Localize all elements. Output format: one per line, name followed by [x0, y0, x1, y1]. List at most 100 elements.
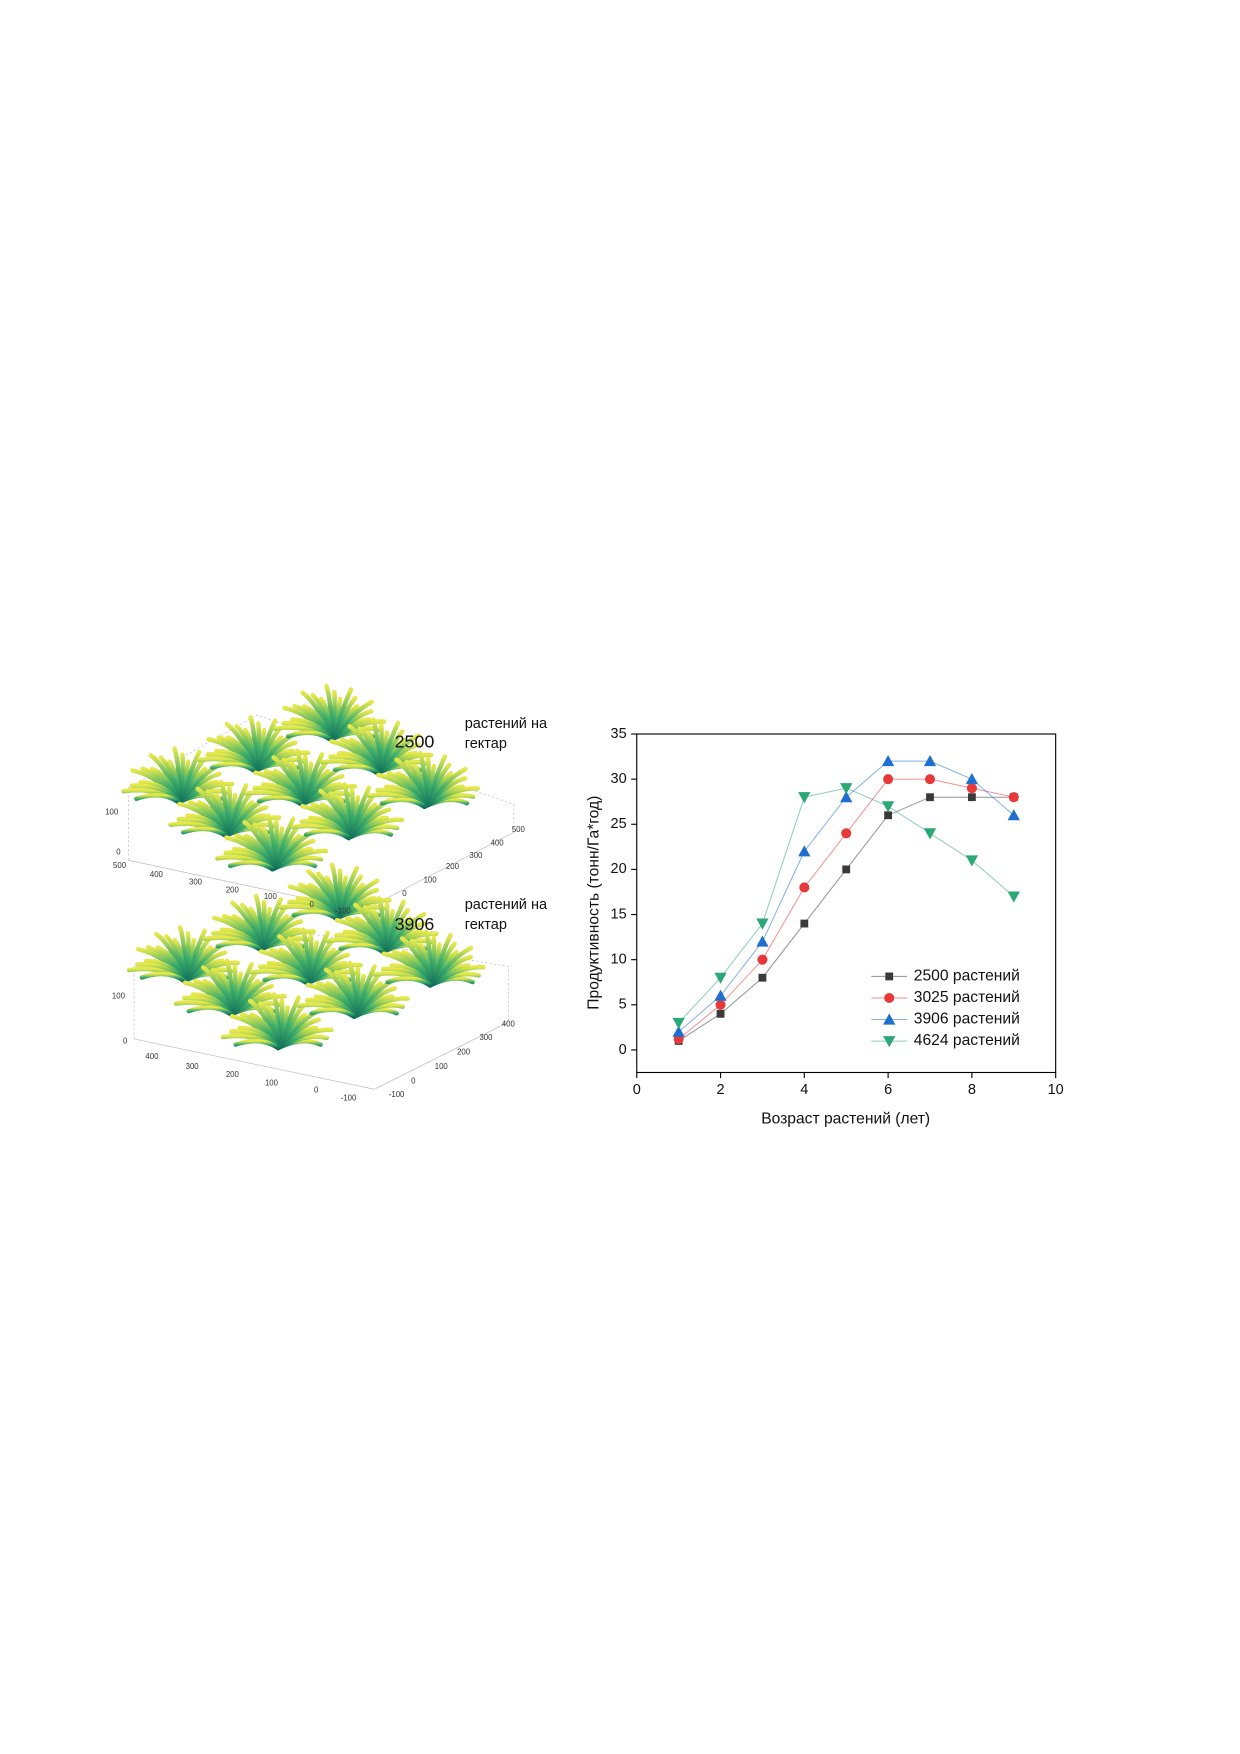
y-tick-label: 15	[611, 906, 627, 922]
marker	[965, 772, 979, 785]
x-tick-3d: 200	[226, 1070, 240, 1079]
marker	[966, 783, 977, 794]
marker	[884, 811, 893, 820]
x-tick-label: 4	[800, 1082, 808, 1098]
marker	[800, 919, 809, 928]
y-tick-label: 25	[611, 816, 627, 832]
marker	[923, 754, 937, 767]
leaf	[215, 940, 263, 952]
z-tick-3d: 0	[116, 847, 121, 856]
marker	[1008, 792, 1019, 803]
leaf	[186, 1005, 234, 1017]
leaf	[139, 971, 187, 984]
marker	[881, 754, 895, 767]
leaf	[134, 793, 181, 805]
marker	[672, 1017, 685, 1029]
y-tick-3d: 100	[435, 1062, 449, 1071]
y-tick-3d: 100	[424, 875, 438, 884]
leaf	[385, 976, 433, 988]
plant	[320, 717, 434, 776]
y-tick-3d: 200	[457, 1047, 471, 1056]
marker	[672, 1025, 685, 1037]
x-tick-3d: 0	[310, 900, 315, 909]
y-tick-3d: 400	[502, 1020, 516, 1029]
leaf	[262, 974, 310, 986]
leaf	[227, 860, 275, 872]
marker	[881, 801, 895, 813]
marker	[757, 954, 768, 965]
marker	[798, 845, 811, 857]
y-tick-label: 5	[619, 997, 627, 1013]
marker	[840, 783, 853, 795]
y-tick-label: 10	[611, 951, 627, 967]
x-tick-3d: 400	[150, 870, 164, 879]
frame	[128, 714, 515, 861]
leaf	[285, 730, 333, 742]
legend-label: 4624 растений	[914, 1032, 1020, 1049]
x-tick-3d: -100	[341, 1093, 357, 1102]
leaf	[379, 797, 427, 809]
x-tick-label: 10	[1048, 1082, 1064, 1098]
x-tick-3d: 500	[113, 861, 127, 870]
plant	[273, 683, 387, 742]
y-axis-title: Продуктивность (тонн/Га*год)	[585, 796, 602, 1010]
leaf	[210, 761, 257, 774]
plant	[173, 958, 287, 1017]
plant	[249, 927, 363, 986]
marker	[840, 791, 853, 803]
density-unit: гектар	[465, 917, 507, 933]
leaf	[309, 1007, 357, 1019]
plant	[367, 750, 481, 809]
legend-marker	[884, 992, 895, 1004]
density-value: 3906	[395, 914, 435, 934]
marker	[926, 793, 934, 802]
marker	[756, 918, 769, 930]
marker	[716, 1009, 725, 1018]
z-tick-3d: 100	[112, 992, 126, 1001]
y-tick-3d: 200	[446, 862, 460, 871]
y-tick-3d: 400	[491, 839, 505, 848]
density-unit: растений на	[465, 897, 548, 913]
plant	[372, 929, 486, 988]
plant	[244, 748, 358, 807]
marker	[842, 865, 851, 874]
x-tick-label: 2	[717, 1082, 725, 1098]
x-tick-3d: 100	[264, 892, 278, 901]
z-tick-3d: 100	[105, 807, 119, 816]
legend-label: 2500 растений	[914, 968, 1020, 985]
series-line	[678, 787, 1015, 1024]
y-tick-3d: 300	[469, 851, 483, 860]
marker	[967, 793, 976, 802]
leaf	[332, 764, 380, 776]
x-tick-3d: 300	[186, 1062, 200, 1071]
density-unit: гектар	[465, 736, 507, 752]
marker	[756, 935, 769, 947]
z-tick-3d: 0	[123, 1036, 128, 1045]
marker	[965, 855, 979, 867]
x-tick-3d: 300	[189, 878, 203, 887]
y-tick-label: 20	[611, 861, 627, 877]
frame	[133, 1021, 509, 1090]
y-tick-3d: 300	[479, 1033, 493, 1042]
marker	[758, 973, 767, 982]
plant	[220, 992, 334, 1051]
marker	[798, 792, 811, 804]
plant-renders	[121, 683, 486, 1051]
x-tick-3d: 400	[145, 1052, 159, 1061]
legend-label: 3906 растений	[914, 1011, 1020, 1028]
y-tick-3d: 500	[512, 825, 526, 834]
x-tick-label: 8	[968, 1082, 976, 1098]
marker	[1007, 809, 1020, 821]
marker	[799, 882, 810, 893]
plant	[126, 925, 240, 984]
marker	[883, 774, 894, 785]
y-tick-label: 35	[611, 726, 627, 742]
y-tick-3d: 0	[402, 889, 407, 898]
leaf	[303, 828, 351, 841]
leaf	[233, 1038, 281, 1051]
marker	[714, 989, 727, 1001]
legend-label: 3025 растений	[914, 989, 1020, 1006]
x-tick-3d: 200	[226, 885, 240, 894]
legend-marker	[883, 1036, 896, 1048]
